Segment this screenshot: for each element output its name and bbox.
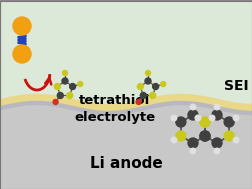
Circle shape	[194, 115, 200, 121]
Circle shape	[53, 99, 58, 105]
Circle shape	[62, 78, 68, 84]
Circle shape	[160, 82, 165, 87]
Circle shape	[223, 117, 233, 127]
Circle shape	[170, 137, 176, 143]
Text: Li anode: Li anode	[89, 156, 162, 171]
Circle shape	[232, 137, 238, 143]
Circle shape	[190, 104, 195, 110]
Circle shape	[223, 131, 233, 141]
Circle shape	[57, 92, 63, 98]
Circle shape	[137, 84, 143, 90]
Circle shape	[213, 104, 219, 110]
Circle shape	[199, 117, 209, 127]
Circle shape	[69, 84, 75, 90]
Circle shape	[145, 70, 150, 75]
Circle shape	[170, 115, 176, 121]
Circle shape	[175, 131, 185, 141]
Circle shape	[62, 70, 67, 75]
Circle shape	[77, 82, 82, 87]
Circle shape	[199, 131, 209, 141]
Circle shape	[152, 84, 158, 90]
Circle shape	[208, 115, 214, 121]
Circle shape	[187, 110, 197, 120]
Circle shape	[136, 99, 141, 105]
Circle shape	[199, 117, 209, 127]
Circle shape	[211, 110, 221, 120]
Circle shape	[213, 148, 219, 154]
Circle shape	[187, 138, 197, 148]
Text: tetrathiol
electrolyte: tetrathiol electrolyte	[74, 94, 155, 124]
Circle shape	[175, 117, 185, 127]
Circle shape	[232, 115, 238, 121]
Text: SEI: SEI	[223, 79, 247, 93]
Circle shape	[67, 92, 72, 98]
Circle shape	[144, 78, 150, 84]
Circle shape	[211, 138, 221, 148]
Circle shape	[149, 92, 155, 98]
Circle shape	[54, 84, 60, 90]
Circle shape	[13, 45, 31, 63]
Circle shape	[199, 131, 209, 141]
Circle shape	[13, 17, 31, 35]
Circle shape	[190, 148, 195, 154]
Circle shape	[140, 92, 146, 98]
